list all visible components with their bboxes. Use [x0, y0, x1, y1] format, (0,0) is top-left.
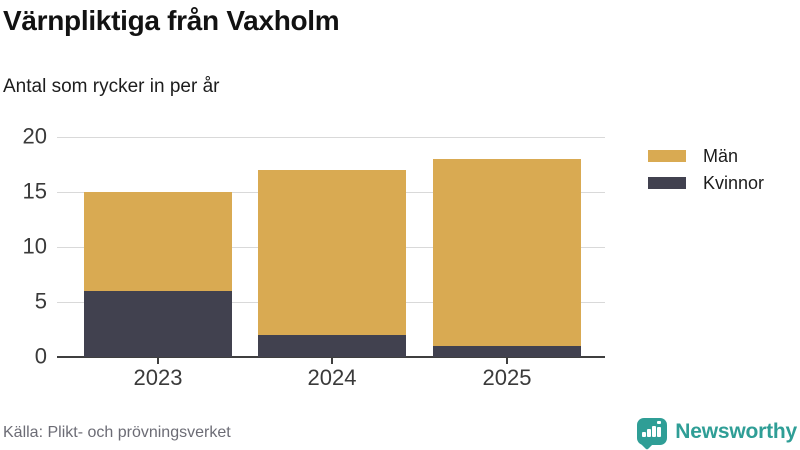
- y-tick-label-15: 15: [22, 178, 47, 204]
- x-tick-mark-2025: [506, 358, 508, 364]
- newsworthy-brand: Newsworthy: [637, 418, 797, 450]
- x-axis-line: [57, 356, 605, 358]
- x-tick-label-2023: 2023: [133, 365, 183, 390]
- y-tick-label-20: 20: [22, 123, 47, 149]
- x-tick-label-2024: 2024: [307, 365, 357, 390]
- newsworthy-logo-icon: [637, 418, 668, 450]
- legend-swatch-män: [648, 150, 686, 162]
- legend: Män Kvinnor: [648, 146, 764, 200]
- bar-2023-män: [84, 192, 232, 291]
- y-tick-label-0: 0: [34, 343, 47, 369]
- plot-area: [57, 137, 605, 358]
- speech-bubble-tail: [640, 435, 655, 450]
- bar-2025-män: [433, 159, 581, 346]
- chart-subtitle: Antal som rycker in per år: [3, 76, 220, 97]
- legend-label-män: Män: [703, 145, 739, 166]
- legend-swatch-kvinnor: [648, 177, 686, 189]
- bar-2023-kvinnor: [84, 291, 232, 357]
- logo-bar-icon: [642, 432, 646, 437]
- source-attribution: Källa: Plikt- och prövningsverket: [3, 424, 231, 441]
- gridline-y-20: [57, 137, 605, 138]
- y-tick-label-10: 10: [22, 233, 47, 259]
- x-tick-label-2025: 2025: [482, 365, 532, 390]
- chart-title: Värnpliktiga från Vaxholm: [3, 5, 340, 36]
- bar-2024-kvinnor: [258, 335, 406, 357]
- bar-2024-män: [258, 170, 406, 335]
- x-tick-mark-2023: [157, 358, 159, 364]
- legend-item-kvinnor: Kvinnor: [648, 173, 764, 193]
- logo-exclamation-stem: [657, 427, 661, 437]
- logo-exclamation-dot: [657, 421, 661, 424]
- legend-label-kvinnor: Kvinnor: [703, 172, 765, 193]
- x-tick-mark-2024: [331, 358, 333, 364]
- bar-2025-kvinnor: [433, 346, 581, 357]
- logo-bar-icon: [652, 426, 656, 437]
- brand-name-text: Newsworthy: [675, 419, 797, 443]
- logo-bar-icon: [647, 429, 651, 437]
- legend-item-män: Män: [648, 146, 764, 166]
- y-tick-label-5: 5: [34, 288, 47, 314]
